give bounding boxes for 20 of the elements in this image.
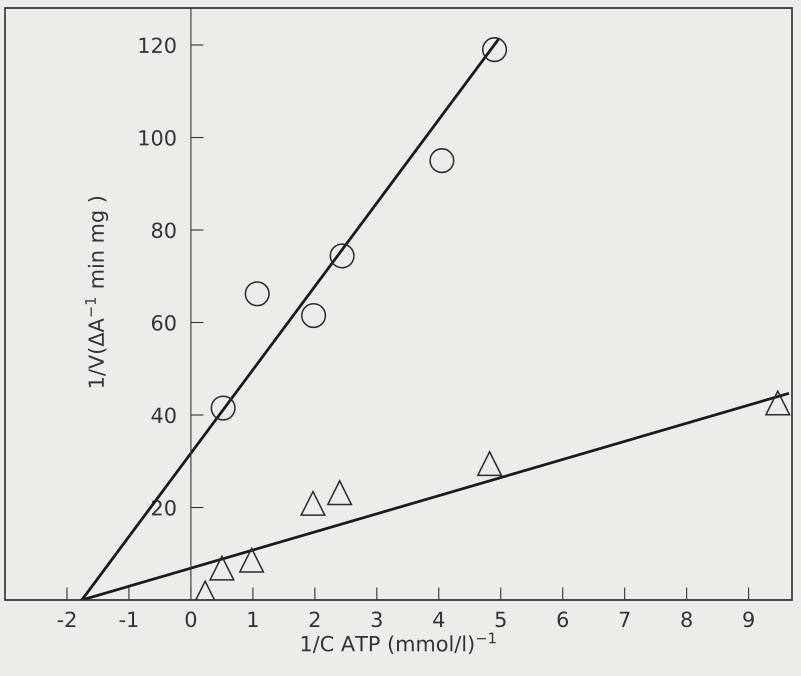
x-tick-label: 0 [186,611,196,628]
x-tick-label: 2 [310,611,320,627]
y-tick-label: 40 [152,407,176,424]
x-tick-label: 7 [620,612,630,627]
x-tick-label: 3 [372,611,382,628]
x-tick-label: 8 [681,611,692,628]
x-tick-label: 6 [558,611,568,628]
y-tick-label: 20 [152,500,176,516]
y-tick-label: 120 [140,37,176,54]
x-tick-label: 5 [496,612,506,628]
x-tick-label: 1 [248,612,258,627]
y-tick-label: 100 [140,130,176,146]
x-tick-label: -2 [58,611,76,627]
y-tick-label: 60 [152,314,176,331]
x-tick-label: -1 [120,612,138,627]
x-axis-title: 1/C ATP (mmol/l)$^{−1}$ [302,632,496,654]
y-tick-label: 80 [152,222,176,238]
y-axis-title: 1/V(ΔA$^{−1}$ min mg ) [85,196,108,388]
x-tick-label: 9 [743,611,754,628]
x-tick-label: 4 [433,612,444,627]
